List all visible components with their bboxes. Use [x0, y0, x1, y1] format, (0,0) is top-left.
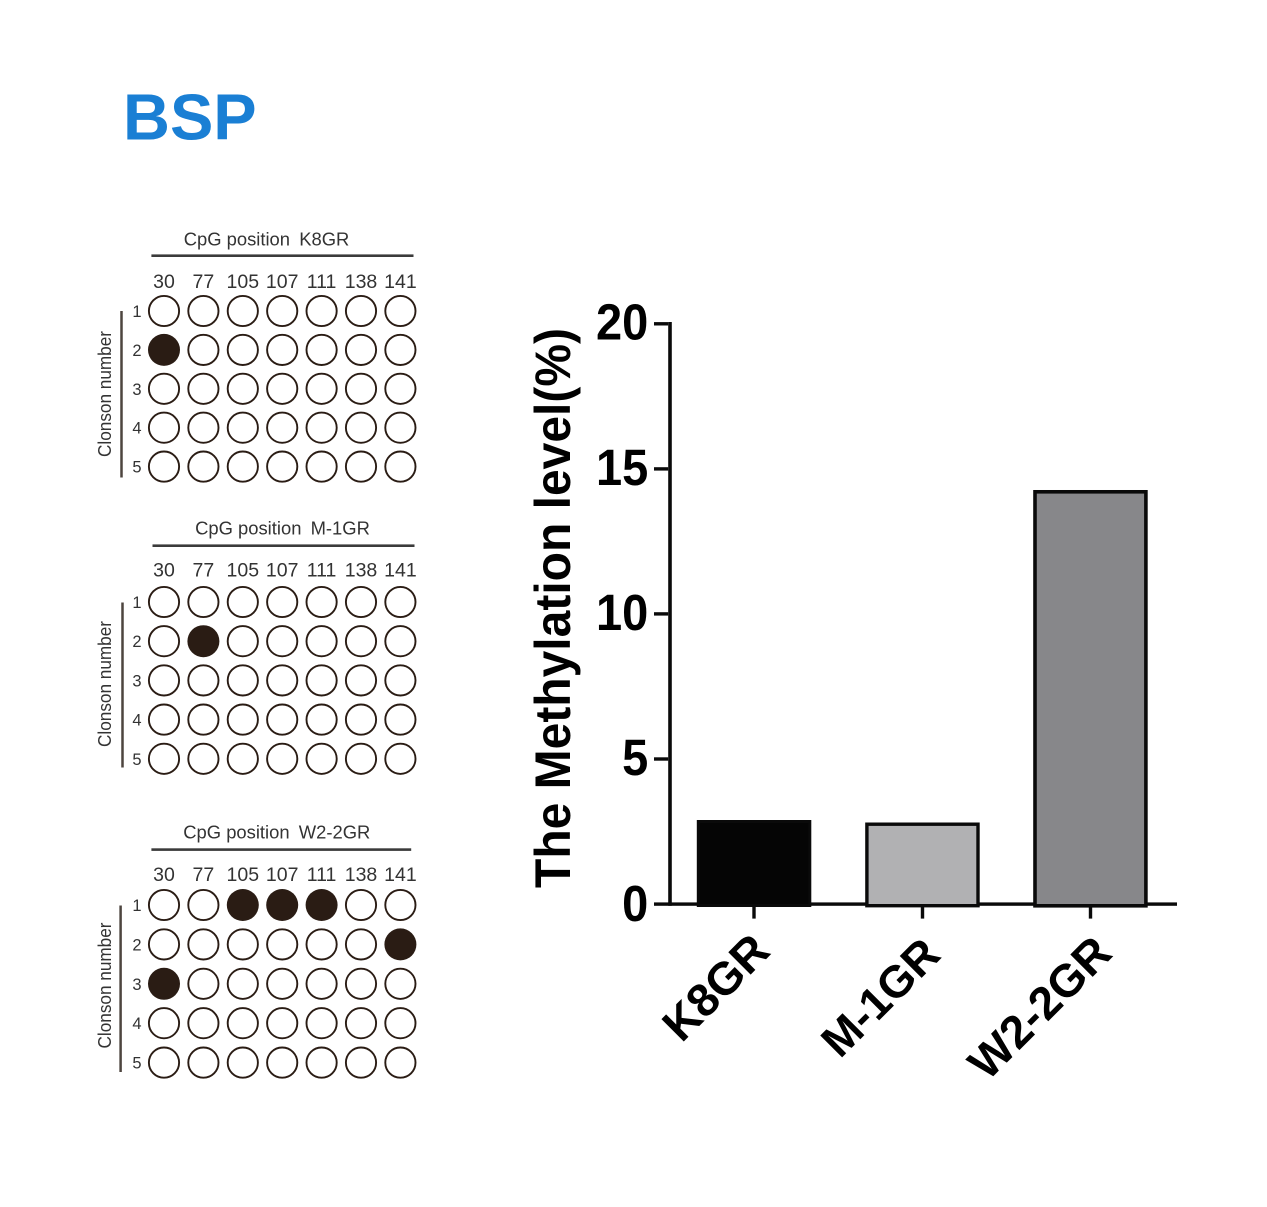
- svg-text:1: 1: [132, 897, 141, 915]
- svg-text:138: 138: [345, 864, 378, 886]
- svg-text:111: 111: [307, 271, 337, 293]
- svg-text:30: 30: [153, 560, 175, 582]
- svg-text:141: 141: [384, 864, 417, 886]
- svg-text:The Methylation level(%): The Methylation level(%): [525, 328, 581, 888]
- svg-text:Clonson number: Clonson number: [95, 621, 115, 747]
- svg-text:107: 107: [266, 271, 299, 293]
- svg-text:141: 141: [384, 271, 417, 293]
- svg-text:138: 138: [345, 560, 378, 582]
- svg-text:2: 2: [132, 936, 141, 954]
- svg-text:138: 138: [345, 271, 378, 293]
- svg-text:CpG position W2-2GR: CpG position W2-2GR: [183, 821, 370, 842]
- svg-text:5: 5: [132, 751, 141, 769]
- svg-text:4: 4: [132, 420, 141, 438]
- svg-text:105: 105: [227, 271, 260, 293]
- svg-text:BSP: BSP: [123, 81, 257, 154]
- svg-text:Clonson number: Clonson number: [95, 922, 115, 1048]
- svg-text:4: 4: [132, 1015, 141, 1033]
- svg-text:3: 3: [132, 976, 141, 994]
- svg-text:111: 111: [307, 864, 337, 886]
- svg-text:77: 77: [193, 560, 215, 582]
- svg-text:1: 1: [132, 594, 141, 612]
- svg-text:2: 2: [132, 342, 141, 360]
- svg-text:Clonson number: Clonson number: [95, 331, 115, 457]
- svg-text:107: 107: [266, 560, 299, 582]
- svg-text:111: 111: [307, 560, 337, 582]
- svg-text:30: 30: [153, 864, 175, 886]
- svg-text:15: 15: [596, 440, 648, 496]
- svg-text:CpG position M-1GR: CpG position M-1GR: [195, 518, 370, 539]
- svg-text:1: 1: [132, 303, 141, 321]
- svg-text:141: 141: [384, 560, 417, 582]
- svg-text:20: 20: [596, 295, 648, 351]
- svg-text:10: 10: [596, 585, 648, 641]
- svg-text:3: 3: [132, 672, 141, 690]
- svg-text:30: 30: [153, 271, 175, 293]
- svg-text:2: 2: [132, 633, 141, 651]
- svg-text:0: 0: [622, 877, 648, 933]
- svg-text:5: 5: [132, 459, 141, 477]
- svg-text:77: 77: [193, 271, 215, 293]
- svg-text:105: 105: [227, 864, 260, 886]
- svg-text:77: 77: [193, 864, 215, 886]
- svg-text:5: 5: [132, 1055, 141, 1073]
- svg-text:5: 5: [622, 730, 648, 786]
- svg-text:4: 4: [132, 712, 141, 730]
- svg-text:3: 3: [132, 381, 141, 399]
- svg-text:107: 107: [266, 864, 299, 886]
- svg-text:CpG position K8GR: CpG position K8GR: [184, 229, 350, 250]
- svg-text:105: 105: [227, 560, 260, 582]
